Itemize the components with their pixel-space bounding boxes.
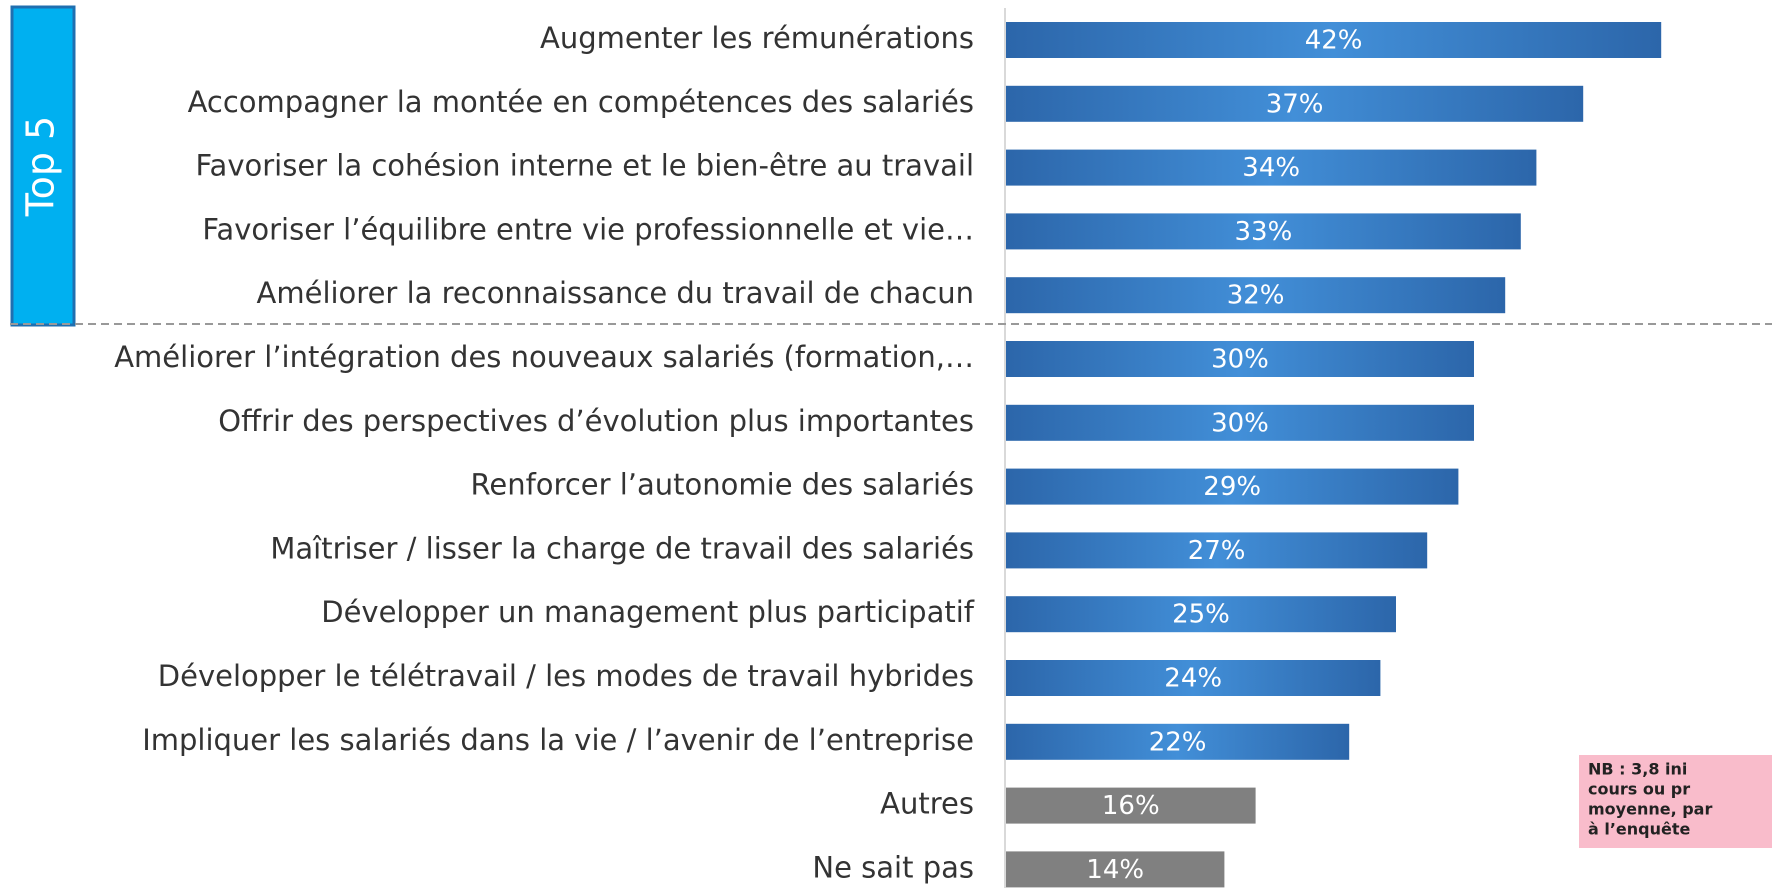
value-label: 30% — [1211, 408, 1269, 438]
category-label: Favoriser l’équilibre entre vie professi… — [202, 212, 974, 246]
value-label: 22% — [1149, 727, 1207, 757]
value-label: 27% — [1188, 536, 1246, 566]
category-label: Accompagner la montée en compétences des… — [188, 85, 974, 119]
value-label: 30% — [1211, 345, 1269, 375]
value-label: 42% — [1305, 26, 1363, 56]
category-label: Améliorer la reconnaissance du travail d… — [257, 276, 974, 310]
bar — [1006, 341, 1474, 377]
category-label: Développer le télétravail / les modes de… — [158, 659, 974, 693]
value-label: 14% — [1086, 855, 1144, 885]
value-label: 25% — [1172, 600, 1230, 630]
note-text: NB : 3,8 ini — [1588, 760, 1687, 779]
bar — [1006, 213, 1521, 250]
value-label: 37% — [1266, 89, 1324, 119]
bar — [1006, 787, 1256, 824]
bar — [1006, 723, 1350, 760]
bar — [1006, 660, 1381, 696]
category-label: Développer un management plus participat… — [321, 595, 975, 629]
value-label: 16% — [1102, 791, 1160, 821]
bar — [1006, 404, 1474, 441]
category-label: Renforcer l’autonomie des salariés — [471, 468, 974, 502]
value-label: 34% — [1242, 153, 1300, 183]
bar — [1006, 85, 1584, 122]
top5-label: Top 5 — [19, 116, 63, 217]
value-label: 33% — [1235, 217, 1293, 247]
category-label: Impliquer les salariés dans la vie / l’a… — [142, 723, 974, 757]
category-label: Favoriser la cohésion interne et le bien… — [196, 149, 974, 183]
value-label: 24% — [1164, 664, 1222, 694]
note-text: cours ou pr — [1588, 780, 1690, 799]
bar — [1006, 851, 1225, 888]
bar — [1006, 149, 1537, 186]
category-label: Offrir des perspectives d’évolution plus… — [218, 404, 974, 438]
category-label: Maîtriser / lisser la charge de travail … — [270, 531, 974, 565]
note-text: à l’enquête — [1588, 820, 1691, 839]
value-label: 32% — [1227, 281, 1285, 311]
category-label: Autres — [880, 787, 974, 821]
bar — [1006, 596, 1396, 633]
bar — [1006, 277, 1506, 314]
note-text: moyenne, par — [1588, 800, 1712, 819]
value-label: 29% — [1203, 472, 1261, 502]
category-label: Ne sait pas — [812, 850, 974, 884]
bar — [1006, 22, 1662, 58]
bar — [1006, 468, 1459, 505]
note-box — [1579, 755, 1772, 848]
bar — [1006, 532, 1428, 569]
category-label: Augmenter les rémunérations — [540, 21, 974, 55]
category-label: Améliorer l’intégration des nouveaux sal… — [114, 340, 974, 374]
